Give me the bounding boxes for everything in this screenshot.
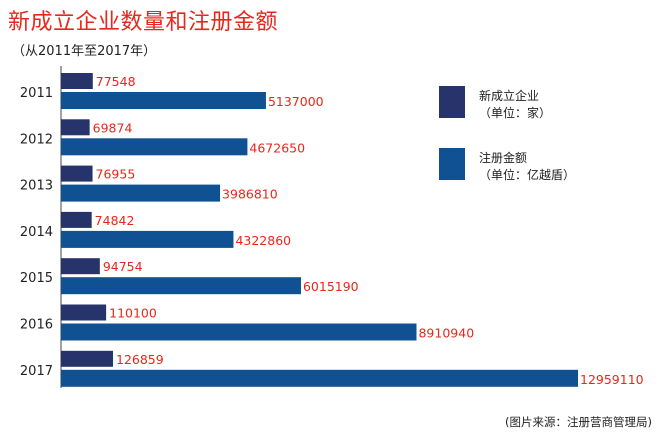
bar-capital-2016	[61, 323, 417, 341]
label-capital-2017: 12959110	[580, 372, 644, 387]
bar-enterprises-2011	[61, 73, 93, 89]
label-capital-2011: 5137000	[268, 94, 324, 109]
label-capital-2012: 4672650	[249, 140, 305, 155]
label-enterprises-2017: 126859	[116, 352, 164, 367]
label-enterprises-2016: 110100	[109, 306, 157, 321]
label-capital-2013: 3986810	[222, 187, 278, 202]
bar-enterprises-2017	[61, 350, 113, 367]
label-enterprises-2014: 74842	[95, 213, 135, 228]
bar-enterprises-2014	[61, 211, 92, 228]
chart-title: 新成立企业数量和注册金额	[8, 10, 279, 35]
label-capital-2016: 8910940	[418, 326, 474, 341]
label-enterprises-2013: 76955	[96, 167, 136, 182]
tick-label-2012: 2012	[20, 132, 53, 147]
tick-label-2014: 2014	[20, 225, 53, 240]
bar-capital-2013	[61, 184, 221, 202]
label-capital-2014: 4322860	[235, 233, 291, 248]
tick-label-2017: 2017	[20, 364, 53, 379]
label-enterprises-2012: 69874	[93, 120, 133, 135]
label-enterprises-2011: 77548	[96, 74, 136, 89]
label-enterprises-2015: 94754	[103, 259, 143, 274]
legend-unit-capital: （单位：亿越盾）	[479, 168, 576, 182]
source-note: (图片来源：注册营商管理局)	[505, 415, 652, 429]
legend-unit-enterprises: （单位：家）	[479, 106, 552, 120]
tick-label-2015: 2015	[20, 271, 53, 286]
legend-swatch-capital	[439, 148, 465, 180]
bar-capital-2014	[61, 230, 234, 248]
bar-enterprises-2016	[61, 304, 107, 321]
bar-capital-2017	[61, 369, 578, 387]
bar-enterprises-2012	[61, 119, 90, 136]
bar-enterprises-2015	[61, 258, 100, 275]
legend-swatch-enterprises	[439, 86, 465, 118]
chart-subtitle: （从2011年至2017年）	[12, 44, 157, 59]
tick-label-2016: 2016	[20, 318, 53, 333]
bar-capital-2015	[61, 277, 301, 295]
tick-label-2013: 2013	[20, 179, 53, 194]
label-capital-2015: 6015190	[303, 279, 359, 294]
legend-label-capital: 注册金额	[479, 151, 528, 165]
legend-label-enterprises: 新成立企业	[479, 89, 540, 103]
bar-enterprises-2013	[61, 165, 93, 182]
tick-label-2011: 2011	[20, 86, 53, 101]
bar-capital-2012	[61, 138, 248, 156]
bar-capital-2011	[61, 92, 266, 109]
